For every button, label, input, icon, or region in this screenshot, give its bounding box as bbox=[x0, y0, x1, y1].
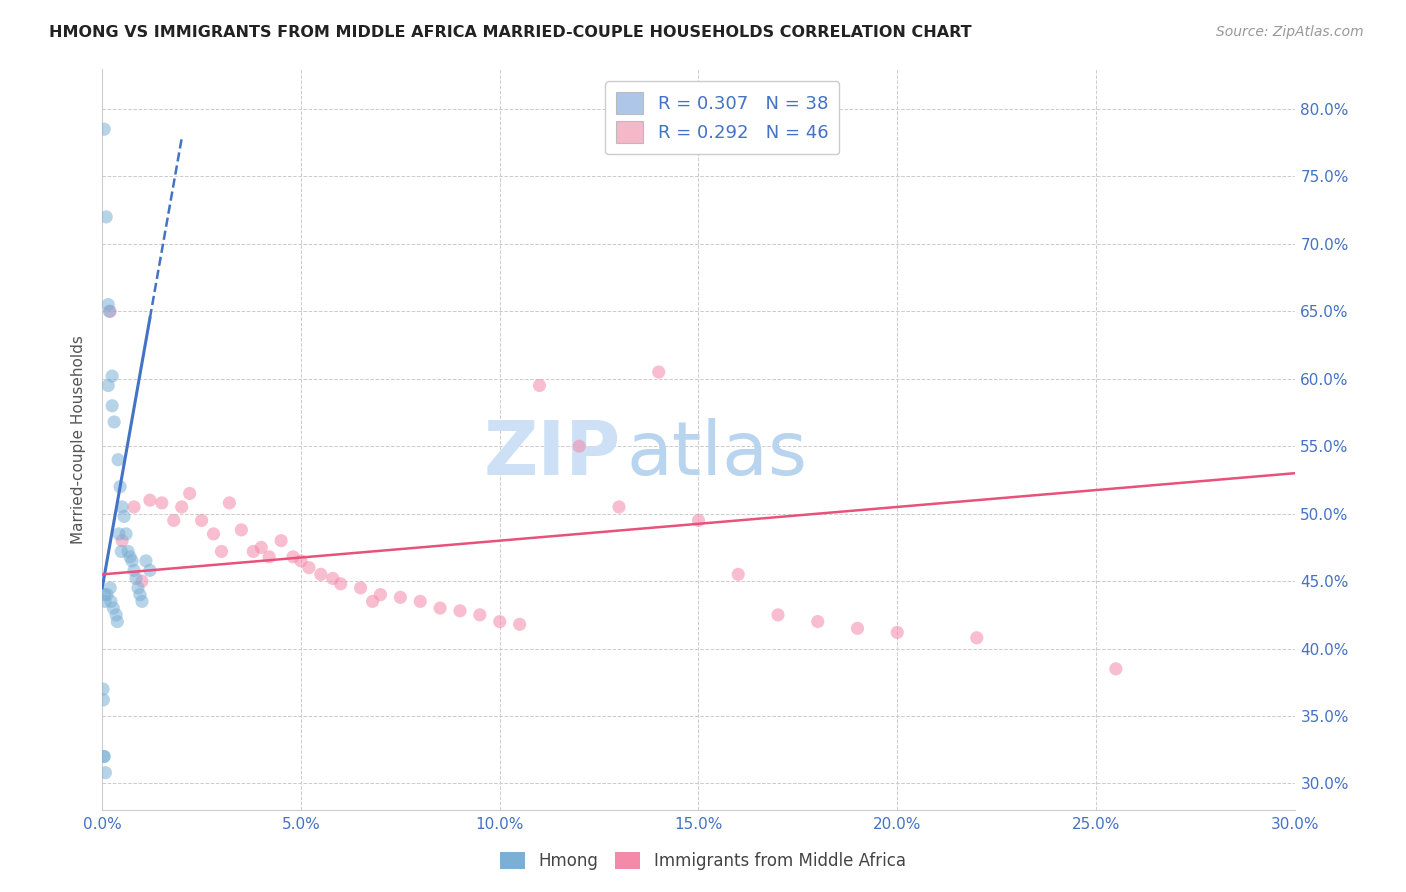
Point bbox=[231, 523, 253, 537]
Point bbox=[349, 581, 371, 595]
Point bbox=[129, 588, 152, 602]
Point bbox=[281, 549, 304, 564]
Point bbox=[93, 749, 115, 764]
Point bbox=[429, 601, 451, 615]
Point bbox=[688, 513, 710, 527]
Point bbox=[250, 541, 273, 555]
Point bbox=[98, 304, 121, 318]
Point bbox=[93, 749, 115, 764]
Point bbox=[93, 588, 115, 602]
Point bbox=[103, 601, 125, 615]
Point bbox=[648, 365, 671, 379]
Point bbox=[121, 554, 143, 568]
Point bbox=[101, 399, 124, 413]
Point bbox=[163, 513, 186, 527]
Point bbox=[298, 560, 321, 574]
Point bbox=[218, 496, 240, 510]
Point bbox=[509, 617, 531, 632]
Point bbox=[846, 621, 869, 635]
Point bbox=[886, 625, 908, 640]
Point bbox=[93, 122, 115, 136]
Point bbox=[127, 581, 149, 595]
Point bbox=[529, 378, 551, 392]
Point bbox=[118, 549, 141, 564]
Point bbox=[100, 594, 122, 608]
Y-axis label: Married-couple Households: Married-couple Households bbox=[72, 335, 86, 544]
Point bbox=[96, 210, 118, 224]
Point bbox=[131, 594, 153, 608]
Point bbox=[170, 500, 193, 514]
Point bbox=[242, 544, 264, 558]
Point bbox=[122, 563, 145, 577]
Point bbox=[94, 765, 117, 780]
Point bbox=[117, 544, 139, 558]
Point bbox=[98, 304, 121, 318]
Point bbox=[139, 493, 162, 508]
Point bbox=[105, 607, 128, 622]
Point bbox=[449, 604, 471, 618]
Text: HMONG VS IMMIGRANTS FROM MIDDLE AFRICA MARRIED-COUPLE HOUSEHOLDS CORRELATION CHA: HMONG VS IMMIGRANTS FROM MIDDLE AFRICA M… bbox=[49, 25, 972, 40]
Point bbox=[270, 533, 292, 548]
Point bbox=[112, 509, 135, 524]
Point bbox=[1105, 662, 1128, 676]
Point bbox=[409, 594, 432, 608]
Point bbox=[91, 681, 114, 696]
Point bbox=[361, 594, 384, 608]
Point bbox=[389, 591, 412, 605]
Point bbox=[179, 486, 201, 500]
Point bbox=[309, 567, 332, 582]
Point bbox=[115, 527, 138, 541]
Point bbox=[108, 480, 131, 494]
Legend: Hmong, Immigrants from Middle Africa: Hmong, Immigrants from Middle Africa bbox=[494, 845, 912, 877]
Point bbox=[290, 554, 312, 568]
Point bbox=[111, 500, 134, 514]
Point bbox=[727, 567, 749, 582]
Point bbox=[150, 496, 173, 510]
Point bbox=[370, 588, 392, 602]
Point bbox=[607, 500, 630, 514]
Legend: R = 0.307   N = 38, R = 0.292   N = 46: R = 0.307 N = 38, R = 0.292 N = 46 bbox=[606, 81, 839, 154]
Point bbox=[125, 571, 148, 585]
Point bbox=[97, 378, 120, 392]
Point bbox=[101, 369, 124, 384]
Point bbox=[93, 693, 115, 707]
Point bbox=[97, 297, 120, 311]
Point bbox=[190, 513, 212, 527]
Point bbox=[103, 415, 125, 429]
Point bbox=[96, 588, 118, 602]
Point bbox=[98, 581, 121, 595]
Point bbox=[322, 571, 344, 585]
Point bbox=[807, 615, 830, 629]
Point bbox=[966, 631, 988, 645]
Point bbox=[329, 577, 352, 591]
Point bbox=[94, 594, 117, 608]
Point bbox=[111, 533, 134, 548]
Point bbox=[107, 452, 129, 467]
Point bbox=[135, 554, 157, 568]
Point bbox=[202, 527, 225, 541]
Point bbox=[568, 439, 591, 453]
Text: atlas: atlas bbox=[627, 417, 808, 491]
Point bbox=[257, 549, 280, 564]
Point bbox=[468, 607, 491, 622]
Text: Source: ZipAtlas.com: Source: ZipAtlas.com bbox=[1216, 25, 1364, 39]
Point bbox=[766, 607, 789, 622]
Point bbox=[108, 527, 131, 541]
Text: ZIP: ZIP bbox=[484, 417, 621, 491]
Point bbox=[211, 544, 233, 558]
Point bbox=[110, 544, 132, 558]
Point bbox=[488, 615, 510, 629]
Point bbox=[131, 574, 153, 588]
Point bbox=[139, 563, 162, 577]
Point bbox=[122, 500, 145, 514]
Point bbox=[105, 615, 128, 629]
